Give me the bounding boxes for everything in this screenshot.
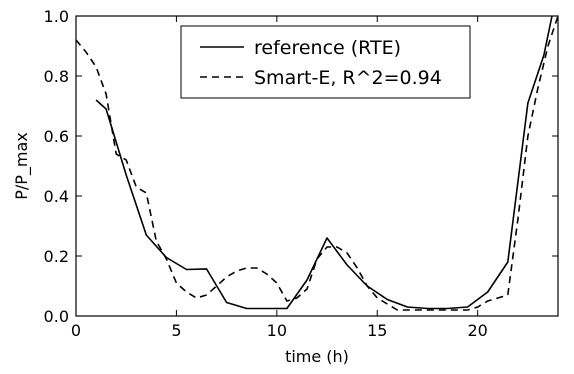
y-tick-label: 0.6: [44, 127, 69, 146]
legend-label-reference: reference (RTE): [254, 37, 401, 59]
y-ticks: 0.0 0.2 0.4 0.6 0.8 1.0: [44, 7, 558, 326]
legend-box: [180, 25, 471, 99]
x-tick-label: 0: [71, 321, 81, 340]
x-tick-label: 5: [171, 321, 181, 340]
y-tick-label: 1.0: [44, 7, 69, 26]
x-axis-label: time (h): [285, 347, 349, 366]
x-tick-label: 20: [467, 321, 487, 340]
y-axis-label: P/P_max: [12, 132, 32, 200]
x-tick-label: 15: [367, 321, 387, 340]
legend: reference (RTE) Smart-E, R^2=0.94: [180, 25, 471, 99]
y-tick-label: 0.2: [44, 247, 69, 266]
y-tick-label: 0.0: [44, 307, 69, 326]
y-tick-label: 0.8: [44, 67, 69, 86]
series-line-smart-e: [76, 16, 558, 311]
legend-label-smart-e: Smart-E, R^2=0.94: [254, 67, 442, 89]
x-ticks: 0 5 10 15 20: [71, 16, 488, 340]
x-tick-label: 10: [267, 321, 287, 340]
series-layer: [76, 16, 558, 311]
y-tick-label: 0.4: [44, 187, 69, 206]
plot-frame: [75, 15, 559, 317]
